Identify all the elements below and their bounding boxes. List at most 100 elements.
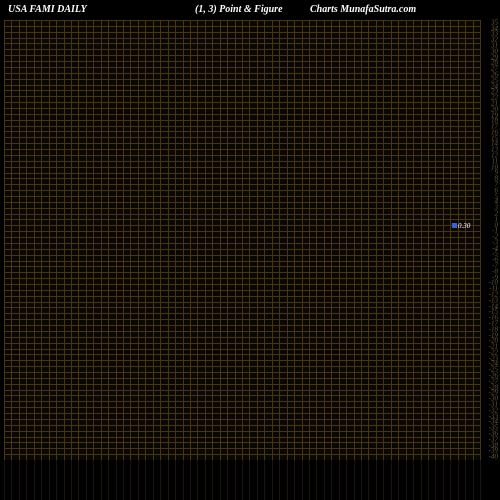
grid-col bbox=[108, 20, 109, 460]
grid-col bbox=[130, 20, 131, 460]
bottom-col bbox=[227, 460, 228, 500]
grid-col bbox=[331, 20, 332, 460]
bottom-col bbox=[123, 460, 124, 500]
bottom-col bbox=[197, 460, 198, 500]
grid-col bbox=[71, 20, 72, 460]
bottom-col bbox=[413, 460, 414, 500]
bottom-col bbox=[361, 460, 362, 500]
bottom-col bbox=[190, 460, 191, 500]
grid-col bbox=[458, 20, 459, 460]
grid-col bbox=[93, 20, 94, 460]
grid-col bbox=[101, 20, 102, 460]
bottom-col bbox=[465, 460, 466, 500]
bottom-col bbox=[398, 460, 399, 500]
grid-col bbox=[287, 20, 288, 460]
grid-col bbox=[56, 20, 57, 460]
bottom-col bbox=[272, 460, 273, 500]
bottom-col bbox=[168, 460, 169, 500]
bottom-col bbox=[339, 460, 340, 500]
bottom-col bbox=[443, 460, 444, 500]
bottom-col bbox=[450, 460, 451, 500]
bottom-col bbox=[242, 460, 243, 500]
bottom-col bbox=[428, 460, 429, 500]
bottom-col bbox=[153, 460, 154, 500]
grid-col bbox=[368, 20, 369, 460]
grid-col bbox=[49, 20, 50, 460]
bottom-col bbox=[294, 460, 295, 500]
grid-col bbox=[249, 20, 250, 460]
bottom-col bbox=[220, 460, 221, 500]
bottom-col bbox=[354, 460, 355, 500]
bottom-col bbox=[235, 460, 236, 500]
grid-col bbox=[168, 20, 169, 460]
grid-col bbox=[294, 20, 295, 460]
grid-col bbox=[435, 20, 436, 460]
grid-col bbox=[78, 20, 79, 460]
grid-col bbox=[465, 20, 466, 460]
bottom-col bbox=[78, 460, 79, 500]
grid-col bbox=[272, 20, 273, 460]
grid-col bbox=[421, 20, 422, 460]
grid-col bbox=[242, 20, 243, 460]
y-axis: 3534333231302928272625242322212019181716… bbox=[480, 20, 498, 460]
grid-col bbox=[354, 20, 355, 460]
grid-col bbox=[257, 20, 258, 460]
bottom-col bbox=[64, 460, 65, 500]
grid-col bbox=[383, 20, 384, 460]
bottom-col bbox=[116, 460, 117, 500]
bottom-col bbox=[212, 460, 213, 500]
bottom-col bbox=[175, 460, 176, 500]
grid-col bbox=[4, 20, 5, 460]
grid-col bbox=[175, 20, 176, 460]
grid-col bbox=[138, 20, 139, 460]
grid-col bbox=[413, 20, 414, 460]
grid-col bbox=[116, 20, 117, 460]
grid-col bbox=[227, 20, 228, 460]
grid-col bbox=[145, 20, 146, 460]
grid-col bbox=[264, 20, 265, 460]
grid-col bbox=[361, 20, 362, 460]
grid-col bbox=[346, 20, 347, 460]
grid-col bbox=[34, 20, 35, 460]
bottom-col bbox=[49, 460, 50, 500]
grid-col bbox=[406, 20, 407, 460]
bottom-col bbox=[376, 460, 377, 500]
bottom-col bbox=[257, 460, 258, 500]
bottom-col bbox=[346, 460, 347, 500]
bottom-col bbox=[249, 460, 250, 500]
grid-col bbox=[212, 20, 213, 460]
bottom-col bbox=[383, 460, 384, 500]
bottom-col bbox=[316, 460, 317, 500]
bottom-col bbox=[41, 460, 42, 500]
chart-grid bbox=[4, 20, 480, 460]
bottom-col bbox=[160, 460, 161, 500]
bottom-col bbox=[4, 460, 5, 500]
bottom-col bbox=[309, 460, 310, 500]
grid-col bbox=[19, 20, 20, 460]
bottom-col bbox=[19, 460, 20, 500]
bottom-col bbox=[71, 460, 72, 500]
grid-col bbox=[153, 20, 154, 460]
grid-col bbox=[376, 20, 377, 460]
chart-type-label: (1, 3) Point & Figure bbox=[195, 4, 283, 15]
bottom-col bbox=[458, 460, 459, 500]
bottom-col bbox=[480, 460, 481, 500]
bottom-col bbox=[130, 460, 131, 500]
ticker-label: USA FAMI DAILY bbox=[8, 4, 87, 15]
grid-col bbox=[443, 20, 444, 460]
y-tick-label: -40 bbox=[489, 454, 498, 461]
chart-header: USA FAMI DAILY (1, 3) Point & Figure Cha… bbox=[0, 4, 500, 20]
bottom-col bbox=[56, 460, 57, 500]
bottom-col bbox=[11, 460, 12, 500]
grid-col bbox=[324, 20, 325, 460]
bottom-col bbox=[138, 460, 139, 500]
price-marker: 0.30 bbox=[452, 223, 470, 230]
grid-col bbox=[279, 20, 280, 460]
grid-col bbox=[64, 20, 65, 460]
grid-col bbox=[160, 20, 161, 460]
bottom-col bbox=[324, 460, 325, 500]
grid-col bbox=[398, 20, 399, 460]
bottom-col bbox=[473, 460, 474, 500]
bottom-col bbox=[86, 460, 87, 500]
grid-col bbox=[123, 20, 124, 460]
